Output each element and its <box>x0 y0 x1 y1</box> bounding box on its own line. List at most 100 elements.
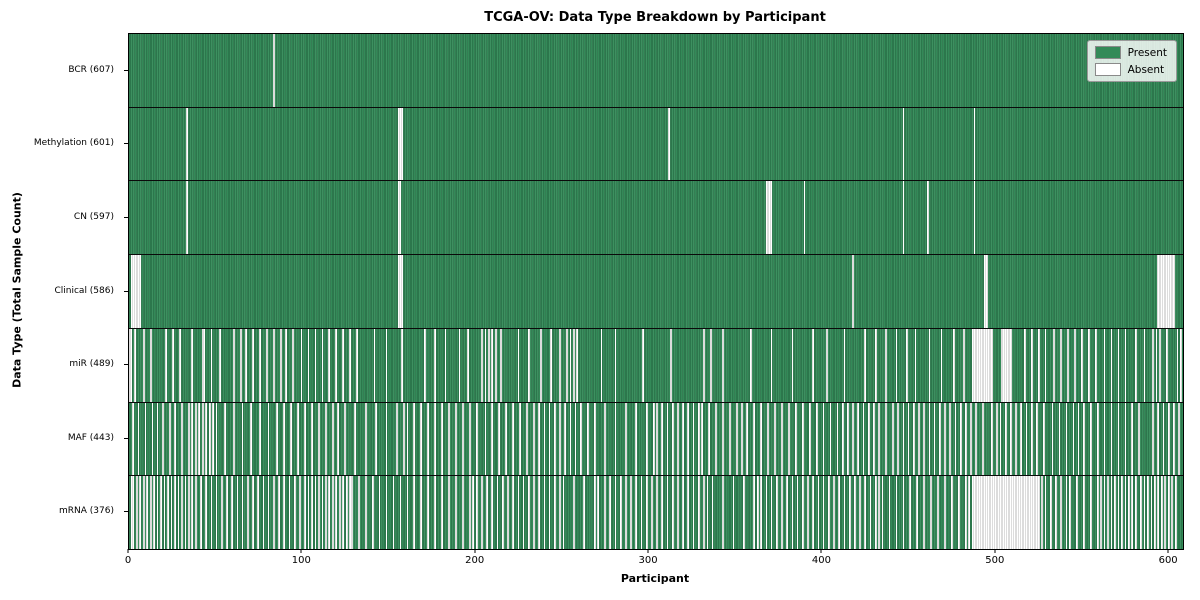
cell-present <box>727 328 730 402</box>
cell-present <box>559 34 561 107</box>
cell-present <box>756 328 759 402</box>
cell-present <box>996 107 998 181</box>
cell-present <box>357 255 360 328</box>
cell-present <box>179 402 182 476</box>
cell-present <box>642 255 645 328</box>
cell-absent <box>753 476 756 550</box>
cell-absent <box>1110 476 1113 550</box>
cell-present <box>585 181 587 255</box>
cell-present <box>161 181 164 255</box>
cell-present <box>1115 255 1118 328</box>
cell-absent <box>357 476 360 550</box>
cell-present <box>260 255 263 328</box>
cell-present <box>569 181 572 255</box>
cell-absent <box>923 476 926 550</box>
cell-absent <box>1025 402 1028 476</box>
cell-present <box>824 476 827 550</box>
cell-present <box>366 328 369 402</box>
cell-absent <box>403 402 405 476</box>
cell-present <box>760 107 763 181</box>
cell-absent <box>964 402 967 476</box>
cell-present <box>312 34 315 107</box>
cell-present <box>592 181 594 255</box>
cell-absent <box>1058 402 1061 476</box>
cell-present <box>789 181 792 255</box>
cell-present <box>324 255 327 328</box>
cell-present <box>227 328 230 402</box>
cell-present <box>1160 181 1163 255</box>
cell-present <box>194 181 197 255</box>
cell-present <box>874 255 877 328</box>
cell-present <box>906 34 908 107</box>
cell-present <box>971 402 974 476</box>
cell-present <box>488 181 490 255</box>
cell-present <box>378 402 381 476</box>
cell-present <box>1178 476 1181 550</box>
cell-present <box>893 181 896 255</box>
cell-absent <box>1032 476 1035 550</box>
cell-present <box>1058 328 1061 402</box>
cell-absent <box>984 476 986 550</box>
cell-present <box>748 255 750 328</box>
cell-present <box>583 181 586 255</box>
cell-present <box>227 255 230 328</box>
cell-absent <box>441 402 443 476</box>
cell-present <box>588 402 591 476</box>
cell-present <box>472 107 475 181</box>
cell-present <box>1032 181 1035 255</box>
cell-absent <box>1011 476 1014 550</box>
cell-present <box>432 476 435 550</box>
cell-absent <box>174 476 176 550</box>
cell-absent <box>191 402 194 476</box>
cell-present <box>1176 476 1179 550</box>
cell-present <box>838 402 841 476</box>
cell-absent <box>1166 255 1168 328</box>
cell-present <box>718 255 721 328</box>
cell-present <box>711 328 714 402</box>
cell-absent <box>569 328 572 402</box>
cell-absent <box>543 402 546 476</box>
cell-present <box>510 107 513 181</box>
cell-present <box>432 328 435 402</box>
cell-present <box>205 107 208 181</box>
cell-present <box>416 328 419 402</box>
cell-present <box>607 107 610 181</box>
cell-absent <box>191 328 194 402</box>
cell-present <box>1072 181 1075 255</box>
cell-present <box>758 34 761 107</box>
cell-present <box>989 181 991 255</box>
cell-present <box>630 328 632 402</box>
cell-present <box>347 328 350 402</box>
cell-present <box>595 402 598 476</box>
cell-present <box>290 328 293 402</box>
cell-present <box>670 107 672 181</box>
cell-present <box>566 181 568 255</box>
cell-present <box>442 34 445 107</box>
cell-present <box>359 107 362 181</box>
cell-present <box>838 181 841 255</box>
cell-present <box>621 476 624 550</box>
cell-present <box>148 34 150 107</box>
cell-present <box>1022 34 1024 107</box>
cell-present <box>602 402 605 476</box>
cell-present <box>1058 255 1061 328</box>
cell-present <box>1141 255 1144 328</box>
cell-absent <box>321 328 324 402</box>
cell-present <box>524 476 527 550</box>
cell-present <box>132 328 135 402</box>
cell-present <box>250 255 253 328</box>
cell-present <box>987 107 990 181</box>
cell-present <box>324 107 327 181</box>
cell-present <box>1067 402 1070 476</box>
cell-present <box>1180 181 1182 255</box>
cell-present <box>831 328 834 402</box>
cell-present <box>267 255 270 328</box>
cell-present <box>888 34 891 107</box>
cell-present <box>224 181 227 255</box>
heatmap-row-Clinical <box>129 254 1183 328</box>
cell-present <box>429 181 431 255</box>
cell-present <box>538 328 541 402</box>
cell-present <box>786 181 789 255</box>
cell-present <box>1020 34 1023 107</box>
cell-absent <box>815 402 818 476</box>
